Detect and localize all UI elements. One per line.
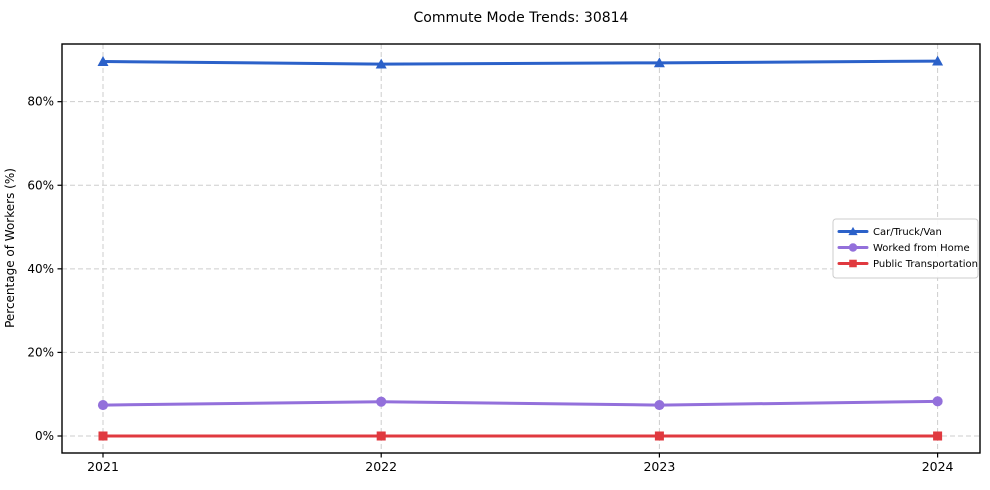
y-tick-label: 0% <box>35 429 54 443</box>
data-point-worked-from-home <box>376 396 387 407</box>
legend-marker-worked-from-home <box>848 243 858 252</box>
y-tick-label: 80% <box>27 95 54 109</box>
data-point-public-transportation <box>933 431 943 441</box>
legend-box <box>832 218 979 279</box>
legend-label-public-transportation: Public Transportation <box>873 259 978 270</box>
y-axis-label: Percentage of Workers (%) <box>3 168 17 328</box>
x-tick-label: 2023 <box>643 459 675 474</box>
data-point-worked-from-home <box>97 400 109 411</box>
data-point-worked-from-home <box>932 396 943 407</box>
series-line-car-truck-van <box>101 59 940 66</box>
plot-area: 0% 20% 40% 60% 80% 2021 2022 2023 2024 Car/Truck/… <box>27 43 981 474</box>
data-point-car-truck-van <box>97 56 109 66</box>
data-point-public-transportation <box>376 431 386 441</box>
x-tick-label: 2022 <box>365 459 397 474</box>
legend-marker-public-transportation <box>849 259 857 268</box>
x-tick-label: 2024 <box>922 459 954 474</box>
data-point-car-truck-van <box>653 57 665 68</box>
legend-label-worked-from-home: Worked from Home <box>873 243 970 254</box>
x-tick-label: 2021 <box>87 459 119 474</box>
y-tick-label: 40% <box>27 262 54 276</box>
plot-border <box>61 43 981 454</box>
y-tick-label: 60% <box>27 178 54 192</box>
data-point-car-truck-van <box>932 55 944 66</box>
legend-marker-car-truck-van <box>848 226 858 236</box>
chart-title: Commute Mode Trends: 30814 <box>414 10 629 26</box>
data-point-public-transportation <box>98 431 108 441</box>
data-point-worked-from-home <box>654 400 665 411</box>
legend-label-car-truck-van: Car/Truck/Van <box>873 227 942 238</box>
data-point-car-truck-van <box>375 58 387 69</box>
y-tick-label: 20% <box>27 345 54 359</box>
series-line-worked-from-home <box>101 399 940 407</box>
data-point-public-transportation <box>654 431 664 441</box>
